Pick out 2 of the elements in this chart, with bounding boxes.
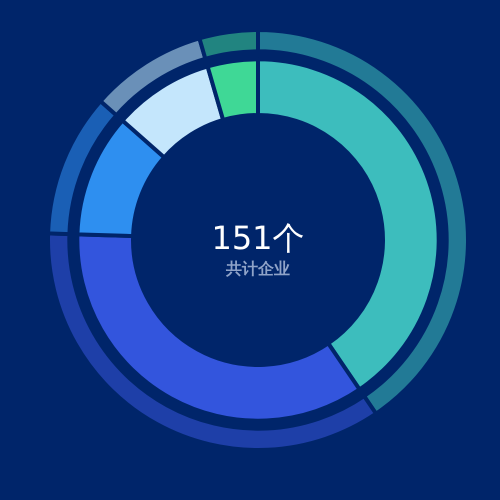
text: 共计企业 xyxy=(225,258,291,280)
text: 151个 xyxy=(210,218,306,258)
